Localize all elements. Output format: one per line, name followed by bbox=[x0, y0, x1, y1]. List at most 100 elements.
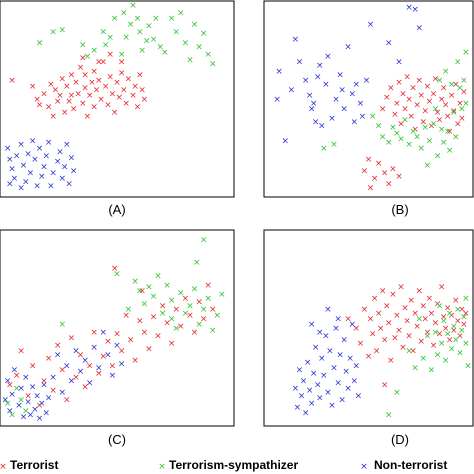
point-terrorist: × bbox=[353, 324, 361, 334]
point-terrorist: × bbox=[125, 74, 133, 84]
point-non-terrorist: × bbox=[109, 371, 117, 381]
legend-marker-sympathizer: × bbox=[158, 462, 166, 472]
point-terrorist: × bbox=[138, 286, 146, 296]
point-terrorist: × bbox=[118, 57, 126, 67]
point-terrorist: × bbox=[65, 97, 73, 107]
point-sympathizer: × bbox=[154, 271, 162, 281]
point-terrorist: × bbox=[401, 104, 409, 114]
point-sympathizer: × bbox=[168, 315, 176, 325]
point-non-terrorist: × bbox=[40, 163, 48, 173]
point-sympathizer: × bbox=[428, 365, 436, 375]
point-non-terrorist: × bbox=[72, 347, 80, 357]
point-terrorist: × bbox=[375, 309, 383, 319]
point-sympathizer: × bbox=[134, 14, 142, 24]
point-non-terrorist: × bbox=[113, 341, 121, 351]
point-terrorist: × bbox=[424, 328, 432, 338]
point-terrorist: × bbox=[24, 392, 32, 402]
point-sympathizer: × bbox=[434, 350, 442, 360]
point-non-terrorist: × bbox=[416, 24, 424, 34]
point-non-terrorist: × bbox=[298, 392, 306, 402]
point-non-terrorist: × bbox=[24, 150, 32, 160]
point-terrorist: × bbox=[13, 371, 21, 381]
point-terrorist: × bbox=[440, 313, 448, 323]
point-terrorist: × bbox=[413, 322, 421, 332]
point-non-terrorist: × bbox=[24, 397, 32, 407]
point-sympathizer: × bbox=[413, 133, 421, 143]
point-non-terrorist: × bbox=[17, 384, 25, 394]
point-sympathizer: × bbox=[393, 388, 401, 398]
point-terrorist: × bbox=[407, 296, 415, 306]
point-terrorist: × bbox=[29, 82, 37, 92]
panel-b-label: (B) bbox=[391, 202, 408, 217]
panel-c: ××××××××××××××××××××××××××××××××××××××××… bbox=[0, 229, 235, 447]
point-sympathizer: × bbox=[113, 270, 121, 280]
point-sympathizer: × bbox=[127, 20, 135, 30]
point-terrorist: × bbox=[141, 95, 149, 105]
point-non-terrorist: × bbox=[316, 328, 324, 338]
point-terrorist: × bbox=[446, 127, 454, 137]
point-terrorist: × bbox=[462, 309, 470, 319]
point-terrorist: × bbox=[444, 112, 452, 122]
point-terrorist: × bbox=[45, 103, 53, 113]
point-non-terrorist: × bbox=[68, 153, 76, 163]
point-sympathizer: × bbox=[84, 52, 92, 62]
point-terrorist: × bbox=[426, 294, 434, 304]
point-non-terrorist: × bbox=[6, 407, 14, 417]
point-sympathizer: × bbox=[8, 411, 16, 421]
point-non-terrorist: × bbox=[355, 392, 363, 402]
point-sympathizer: × bbox=[438, 125, 446, 135]
point-terrorist: × bbox=[40, 89, 48, 99]
point-terrorist: × bbox=[411, 125, 419, 135]
panel-c-markers: ××××××××××××××××××××××××××××××××××××××××… bbox=[2, 236, 226, 425]
point-terrorist: × bbox=[122, 311, 130, 321]
point-terrorist: × bbox=[154, 332, 162, 342]
point-sympathizer: × bbox=[446, 309, 454, 319]
point-terrorist: × bbox=[440, 84, 448, 94]
point-sympathizer: × bbox=[168, 14, 176, 24]
point-terrorist: × bbox=[428, 121, 436, 131]
point-non-terrorist: × bbox=[367, 20, 375, 30]
point-sympathizer: × bbox=[131, 277, 139, 287]
point-sympathizer: × bbox=[111, 14, 119, 24]
point-non-terrorist: × bbox=[4, 377, 12, 387]
point-non-terrorist: × bbox=[328, 114, 336, 124]
point-non-terrorist: × bbox=[304, 358, 312, 368]
point-sympathizer: × bbox=[442, 67, 450, 77]
point-sympathizer: × bbox=[120, 9, 128, 19]
point-sympathizer: × bbox=[136, 286, 144, 296]
point-terrorist: × bbox=[6, 380, 14, 390]
point-non-terrorist: × bbox=[308, 399, 316, 409]
legend: × Terrorist × Terrorism-sympathizer × No… bbox=[0, 458, 447, 472]
point-terrorist: × bbox=[397, 283, 405, 293]
point-non-terrorist: × bbox=[322, 332, 330, 342]
point-terrorist: × bbox=[385, 318, 393, 328]
point-sympathizer: × bbox=[204, 50, 212, 60]
point-terrorist: × bbox=[430, 89, 438, 99]
point-sympathizer: × bbox=[138, 46, 146, 56]
point-terrorist: × bbox=[81, 84, 89, 94]
point-terrorist: × bbox=[420, 118, 428, 128]
point-terrorist: × bbox=[395, 78, 403, 88]
point-sympathizer: × bbox=[90, 46, 98, 56]
point-terrorist: × bbox=[397, 119, 405, 129]
point-sympathizer: × bbox=[102, 41, 110, 51]
point-sympathizer: × bbox=[452, 133, 460, 143]
point-non-terrorist: × bbox=[351, 118, 359, 128]
point-terrorist: × bbox=[141, 328, 149, 338]
point-sympathizer: × bbox=[458, 326, 466, 336]
point-sympathizer: × bbox=[125, 305, 133, 315]
point-sympathizer: × bbox=[385, 138, 393, 148]
point-terrorist: × bbox=[122, 99, 130, 109]
point-sympathizer: × bbox=[191, 20, 199, 30]
point-sympathizer: × bbox=[161, 48, 169, 58]
point-terrorist: × bbox=[371, 294, 379, 304]
point-sympathizer: × bbox=[214, 311, 222, 321]
point-non-terrorist: × bbox=[314, 72, 322, 82]
point-non-terrorist: × bbox=[332, 324, 340, 334]
point-non-terrorist: × bbox=[411, 5, 419, 15]
point-terrorist: × bbox=[401, 303, 409, 313]
point-terrorist: × bbox=[118, 347, 126, 357]
point-terrorist: × bbox=[200, 315, 208, 325]
point-sympathizer: × bbox=[136, 27, 144, 37]
point-non-terrorist: × bbox=[29, 136, 37, 146]
